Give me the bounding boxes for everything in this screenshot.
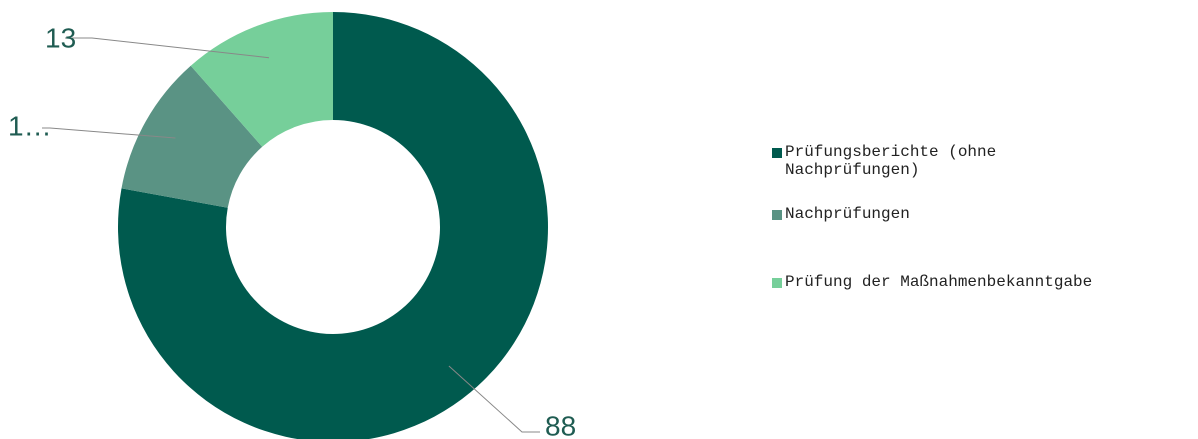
leader-line [65, 37, 270, 59]
donut-slice [121, 65, 263, 208]
donut-slice [190, 12, 333, 147]
data-label: 88 [545, 410, 576, 439]
legend-label: Prüfung der Maßnahmenbekanntgabe [785, 273, 1093, 291]
legend-swatch [772, 210, 782, 220]
legend-item: Nachprüfungen [772, 205, 1102, 223]
legend-swatch [772, 148, 782, 158]
legend-label: Nachprüfungen [785, 205, 910, 223]
leader-line [448, 365, 540, 433]
data-label: 13 [45, 22, 76, 53]
legend-item: Prüfungsberichte (ohne Nachprüfungen) [772, 143, 1102, 179]
legend-label: Prüfungsberichte (ohne Nachprüfungen) [785, 143, 997, 179]
legend-swatch [772, 278, 782, 288]
legend-item: Prüfung der Maßnahmenbekanntgabe [772, 273, 1102, 291]
leader-line [42, 127, 176, 139]
donut-slice [118, 12, 548, 439]
data-label: 1… [8, 110, 52, 141]
